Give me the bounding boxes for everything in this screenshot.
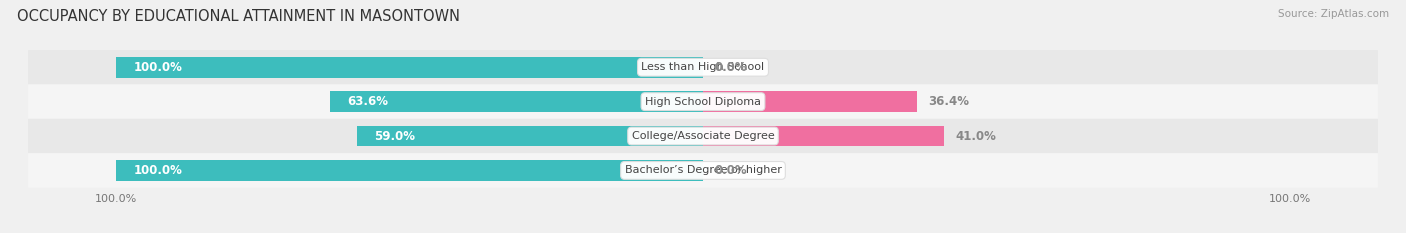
Bar [703, 91, 917, 112]
Text: Source: ZipAtlas.com: Source: ZipAtlas.com [1278, 9, 1389, 19]
Text: 100.0%: 100.0% [134, 164, 183, 177]
Text: 0.0%: 0.0% [714, 164, 748, 177]
Bar [703, 126, 943, 146]
Bar [330, 91, 703, 112]
Text: 41.0%: 41.0% [955, 130, 997, 143]
FancyBboxPatch shape [28, 119, 1378, 153]
Text: College/Associate Degree: College/Associate Degree [631, 131, 775, 141]
FancyBboxPatch shape [28, 84, 1378, 119]
Text: 100.0%: 100.0% [134, 61, 183, 74]
Text: 59.0%: 59.0% [374, 130, 415, 143]
Bar [117, 57, 703, 78]
Text: Bachelor’s Degree or higher: Bachelor’s Degree or higher [624, 165, 782, 175]
Text: Less than High School: Less than High School [641, 62, 765, 72]
FancyBboxPatch shape [28, 153, 1378, 188]
Text: High School Diploma: High School Diploma [645, 97, 761, 107]
Text: 63.6%: 63.6% [347, 95, 388, 108]
Text: 36.4%: 36.4% [928, 95, 969, 108]
FancyBboxPatch shape [28, 50, 1378, 84]
Text: 0.0%: 0.0% [714, 61, 748, 74]
Bar [357, 126, 703, 146]
Text: OCCUPANCY BY EDUCATIONAL ATTAINMENT IN MASONTOWN: OCCUPANCY BY EDUCATIONAL ATTAINMENT IN M… [17, 9, 460, 24]
Bar [117, 160, 703, 181]
